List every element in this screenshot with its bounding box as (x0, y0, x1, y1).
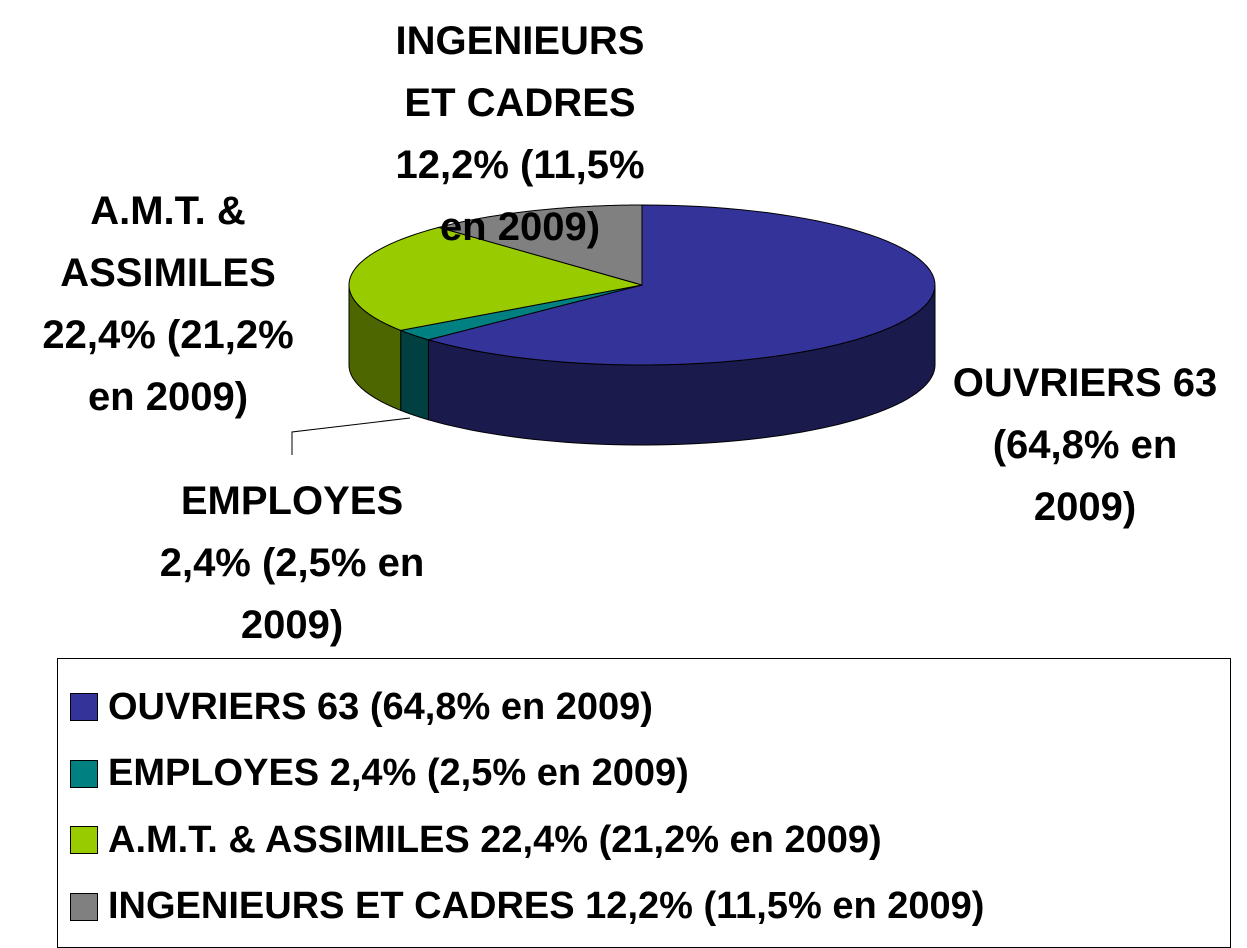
data-label: OUVRIERS 63 (64,8% en 2009) (952, 361, 1218, 529)
legend-swatch (70, 826, 98, 854)
legend-swatch (70, 693, 98, 721)
legend-item: A.M.T. & ASSIMILES 22,4% (21,2% en 2009) (70, 818, 882, 861)
legend-label: OUVRIERS 63 (64,8% en 2009) (108, 685, 653, 728)
pie-side (400, 329, 429, 421)
legend-item: OUVRIERS 63 (64,8% en 2009) (70, 685, 653, 728)
data-label: A.M.T. & ASSIMILES 22,4% (21,2% en 2009) (42, 189, 294, 419)
data-label: INGENIEURS ET CADRES 12,2% (11,5% en 200… (395, 19, 645, 249)
legend: OUVRIERS 63 (64,8% en 2009) EMPLOYES 2,4%… (57, 658, 1231, 948)
legend-label: INGENIEURS ET CADRES 12,2% (11,5% en 200… (108, 885, 985, 927)
legend-item: EMPLOYES 2,4% (2,5% en 2009) (70, 752, 689, 794)
pie-slice (436, 204, 643, 286)
pie-slice (348, 226, 643, 331)
leader-line (291, 417, 411, 455)
legend-swatch (70, 759, 98, 788)
pie-slice (398, 284, 643, 341)
data-label: EMPLOYES 2,4% (2,5% en 2009) (159, 479, 425, 647)
legend-swatch (70, 892, 98, 921)
legend-label: EMPLOYES 2,4% (2,5% en 2009) (108, 752, 689, 794)
legend-label: A.M.T. & ASSIMILES 22,4% (21,2% en 2009) (108, 818, 882, 861)
legend-item: INGENIEURS ET CADRES 12,2% (11,5% en 200… (70, 885, 985, 927)
pie-slice (426, 204, 936, 366)
